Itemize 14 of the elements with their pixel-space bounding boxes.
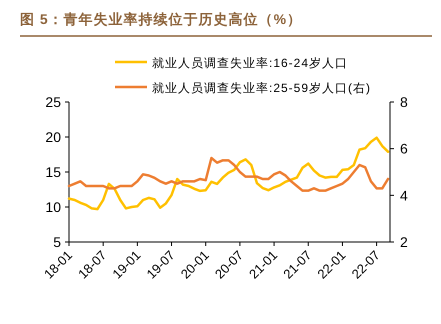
y2-tick-label: 6 [400, 140, 408, 157]
y-tick-label: 15 [45, 164, 62, 180]
legend-label: 就业人员调查失业率:16-24岁人口 [152, 56, 348, 70]
y2-tick-label: 8 [400, 94, 408, 110]
line-series [68, 156, 390, 192]
line-series [68, 136, 390, 210]
y2-tick-label: 4 [400, 187, 408, 204]
legend-label: 就业人员调查失业率:25-59岁人口(右) [152, 81, 372, 95]
y-tick-label: 10 [45, 199, 62, 215]
chart-title: 图 5：青年失业率持续位于历史高位（%） [20, 11, 302, 27]
y2-tick-label: 2 [400, 234, 408, 250]
y-tick-label: 20 [45, 129, 62, 145]
y-tick-label: 5 [53, 234, 62, 250]
y-tick-label: 25 [45, 94, 62, 110]
